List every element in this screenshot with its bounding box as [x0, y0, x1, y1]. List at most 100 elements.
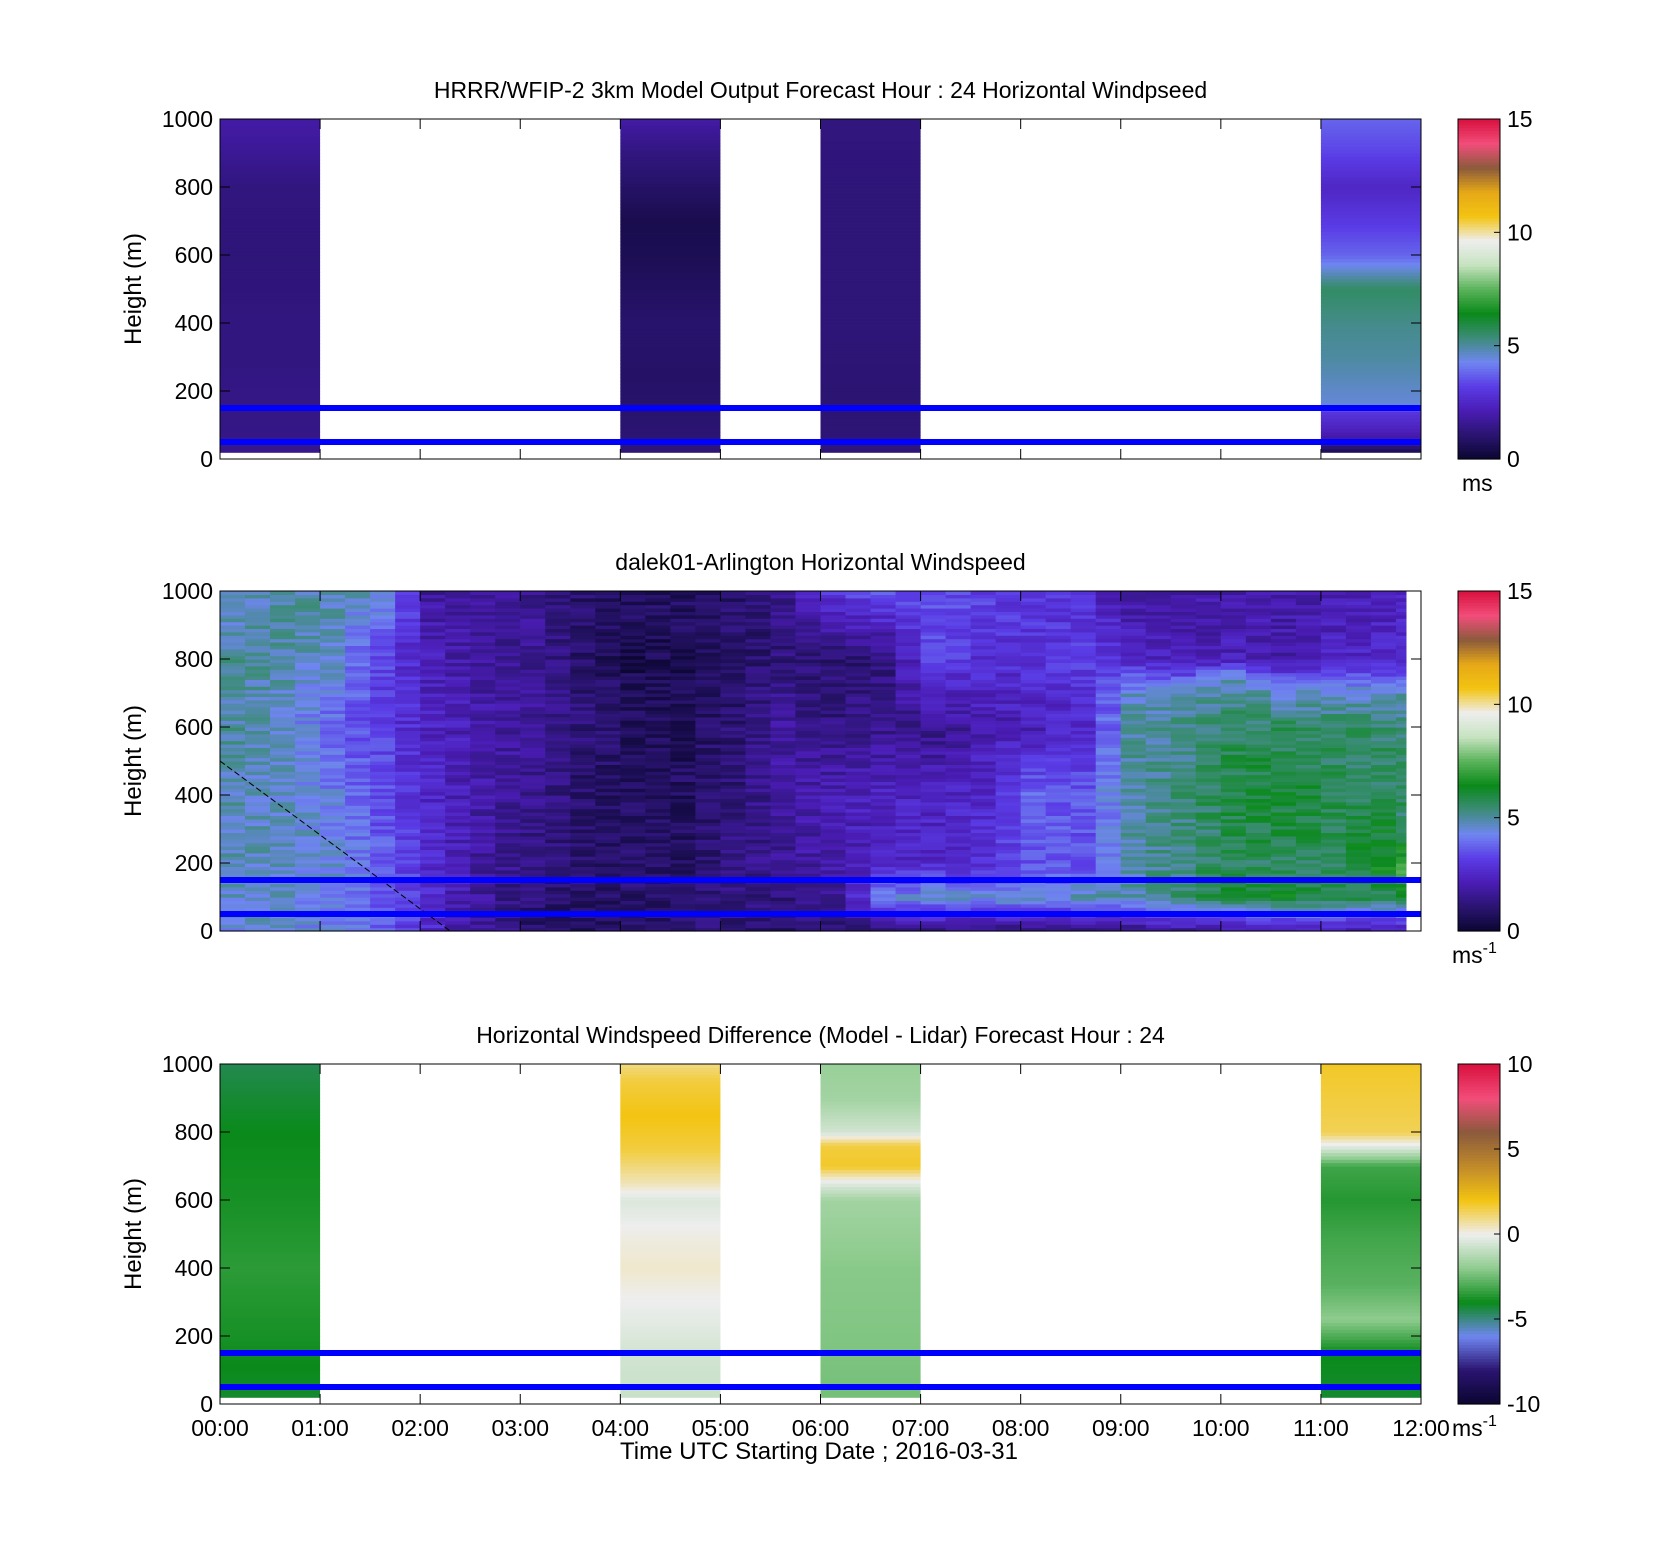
heatmap-cell	[320, 676, 346, 680]
heatmap-cell	[1245, 618, 1272, 623]
heatmap-cell	[820, 299, 921, 304]
heatmap-cell	[970, 886, 997, 891]
heatmap-cell	[1270, 869, 1297, 874]
heatmap-cell	[795, 733, 821, 738]
heatmap-cell	[220, 275, 321, 280]
heatmap-cell	[645, 808, 671, 813]
heatmap-cell	[245, 839, 271, 844]
heatmap-cell	[1020, 832, 1047, 837]
heatmap-cell	[645, 917, 671, 922]
heatmap-cell	[1320, 248, 1421, 253]
heatmap-cell	[545, 808, 571, 813]
heatmap-cell	[745, 703, 771, 708]
heatmap-cell	[295, 747, 321, 752]
heatmap-cell	[1270, 846, 1297, 850]
heatmap-cell	[595, 805, 621, 810]
heatmap-cell	[945, 733, 972, 738]
heatmap-cell	[470, 818, 496, 823]
heatmap-cell	[320, 696, 346, 701]
heatmap-cell	[1295, 781, 1322, 786]
heatmap-cell	[1070, 778, 1097, 782]
heatmap-cell	[1095, 774, 1122, 779]
heatmap-cell	[295, 924, 321, 929]
heatmap-cell	[295, 890, 321, 895]
heatmap-cell	[895, 897, 922, 901]
heatmap-cell	[770, 907, 796, 912]
heatmap-cell	[620, 771, 646, 776]
heatmap-cell	[1220, 852, 1247, 857]
heatmap-cell	[945, 761, 972, 765]
heatmap-cell	[795, 893, 821, 898]
heatmap-cell	[345, 686, 371, 691]
heatmap-cell	[1270, 608, 1297, 612]
heatmap-cell	[720, 733, 746, 738]
heatmap-cell	[795, 693, 821, 697]
heatmap-cell	[970, 788, 997, 793]
heatmap-cell	[645, 893, 671, 898]
heatmap-cell	[545, 805, 571, 810]
heatmap-cell	[1120, 608, 1147, 612]
heatmap-cell	[545, 795, 571, 799]
heatmap-cell	[870, 652, 897, 657]
colorbar-frame	[1457, 118, 1501, 460]
heatmap-cell	[895, 689, 922, 694]
heatmap-cell	[545, 744, 571, 748]
heatmap-cell	[1170, 835, 1197, 840]
heatmap-cell	[345, 873, 371, 878]
heatmap-cell	[220, 323, 321, 327]
colorbar-segment	[1458, 164, 1500, 168]
heatmap-cell	[1045, 686, 1072, 691]
heatmap-cell	[345, 665, 371, 670]
heatmap-cell	[320, 866, 346, 871]
heatmap-cell	[1070, 659, 1097, 663]
heatmap-cell	[1220, 648, 1247, 653]
heatmap-cell	[420, 900, 446, 905]
heatmap-cell	[1095, 750, 1122, 755]
heatmap-cell	[1245, 849, 1272, 854]
heatmap-cell	[920, 635, 947, 640]
heatmap-cell	[245, 835, 271, 840]
heatmap-cell	[1220, 897, 1247, 901]
heatmap-cell	[1145, 863, 1172, 867]
heatmap-cell	[995, 733, 1022, 738]
heatmap-cell	[520, 747, 546, 752]
heatmap-cell	[895, 723, 922, 728]
heatmap-cell	[520, 849, 546, 854]
heatmap-cell	[270, 761, 296, 765]
heatmap-cell	[620, 689, 646, 694]
heatmap-cell	[645, 703, 671, 708]
heatmap-cell	[870, 648, 897, 653]
heatmap-cell	[745, 869, 771, 874]
heatmap-cell	[545, 679, 571, 684]
heatmap-cell	[545, 693, 571, 697]
heatmap-cell	[1195, 703, 1222, 708]
heatmap-cell	[745, 907, 771, 912]
heatmap-cell	[670, 648, 696, 653]
heatmap-cell	[770, 825, 796, 830]
heatmap-cell	[495, 754, 521, 759]
heatmap-cell	[845, 771, 872, 776]
heatmap-cell	[1245, 846, 1272, 850]
heatmap-cell	[1245, 682, 1272, 687]
heatmap-cell	[570, 682, 596, 687]
heatmap-cell	[1245, 859, 1272, 864]
heatmap-cell	[270, 791, 296, 796]
heatmap-cell	[770, 920, 796, 925]
heatmap-cell	[1145, 835, 1172, 840]
heatmap-cell	[620, 614, 646, 619]
heatmap-cell	[620, 829, 646, 833]
heatmap-cell	[495, 604, 521, 609]
heatmap-cell	[570, 754, 596, 759]
heatmap-cell	[395, 699, 421, 704]
heatmap-cell	[570, 849, 596, 854]
heatmap-cell	[1045, 866, 1072, 871]
heatmap-cell	[220, 812, 246, 816]
heatmap-cell	[370, 597, 396, 602]
heatmap-cell	[720, 699, 746, 704]
heatmap-cell	[995, 859, 1022, 864]
heatmap-cell	[320, 859, 346, 864]
heatmap-cell	[520, 927, 546, 932]
heatmap-cell	[620, 377, 721, 382]
heatmap-cell	[770, 818, 796, 823]
heatmap-cell	[845, 873, 872, 878]
